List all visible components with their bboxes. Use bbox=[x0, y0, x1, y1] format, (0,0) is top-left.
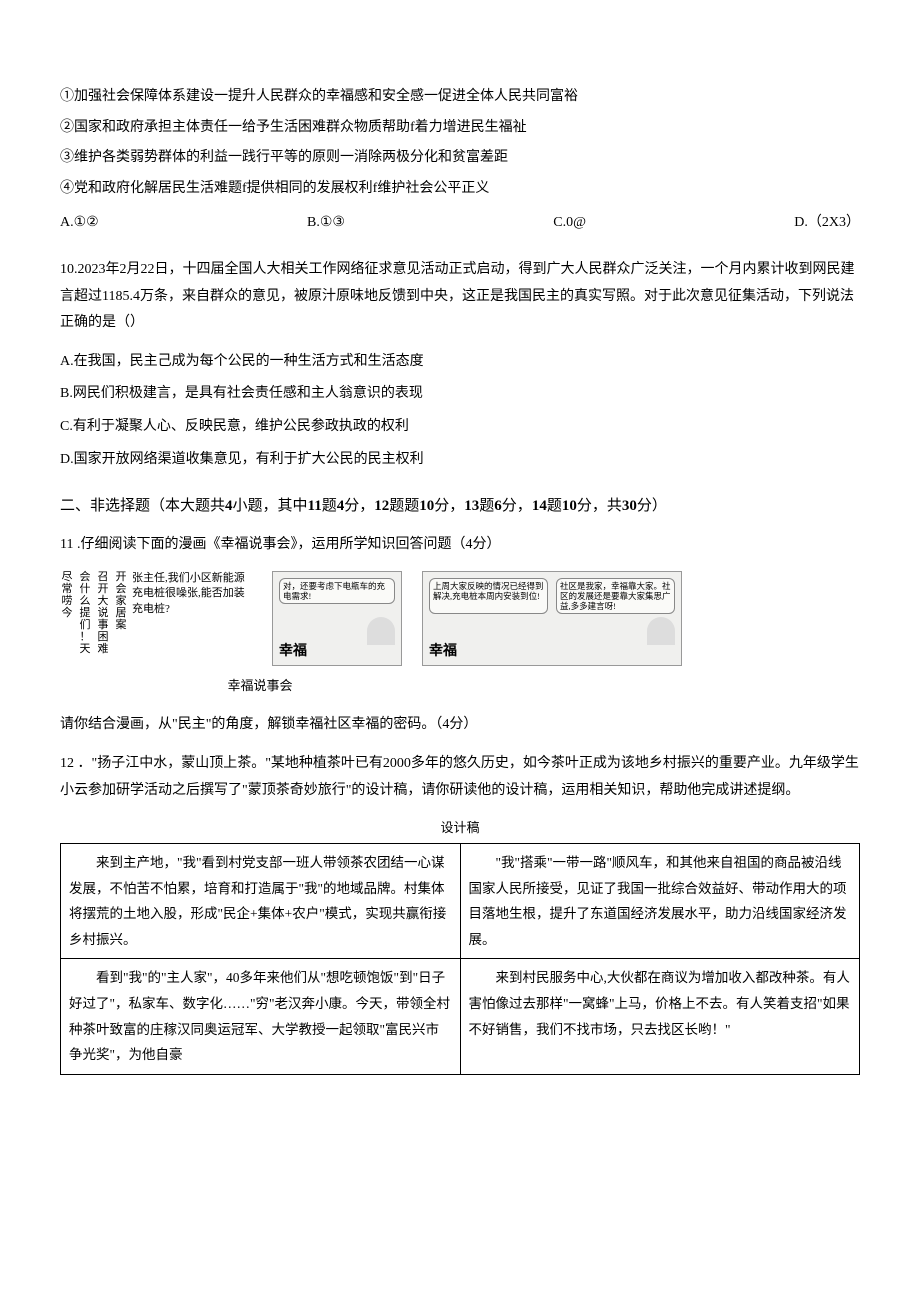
q9-stmt-2: ②国家和政府承担主体责任一给予生活困难群众物质帮助f着力增进民生福祉 bbox=[60, 115, 860, 142]
table-row: 看到"我"的"主人家"，40多年来他们从"想吃顿饱饭"到"日子好过了"，私家车、… bbox=[61, 959, 860, 1075]
vcol-3: 召开大说事困难 bbox=[96, 571, 110, 656]
q10-stem: 10.2023年2月22日，十四届全国人大相关工作网络征求意见活动正式启动，得到… bbox=[60, 257, 860, 337]
q9-stmt-4: ④党和政府化解居民生活难题f提供相同的发展权利f维护社会公平正义 bbox=[60, 176, 860, 203]
design-caption: 设计稿 bbox=[60, 816, 860, 841]
q9-stmt-3: ③维护各类弱势群体的利益一践行平等的原则一消除两极分化和贫富差距 bbox=[60, 145, 860, 172]
table-row: 来到主产地，"我"看到村党支部一班人带领茶农团结一心谋发展，不怕苦不怕累，培育和… bbox=[61, 843, 860, 959]
q11-intro: 11 .仔细阅读下面的漫画《幸福说事会》，运用所学知识回答问题（4分） bbox=[60, 532, 860, 559]
panel-label-2: 幸福 bbox=[429, 644, 457, 661]
figure-icon-2 bbox=[647, 617, 675, 645]
comic-intro-text: 张主任,我们小区新能源充电桩很噪张,能否加装充电桩? bbox=[132, 571, 252, 617]
q9-opt-d: D.（2X3） bbox=[794, 210, 860, 237]
q9-stmt-1: ①加强社会保障体系建设一提升人民群众的幸福感和安全感一促进全体人民共同富裕 bbox=[60, 84, 860, 111]
q11-comic: 尽常唠今 会什么提们！天 召开大说事困难 开会家居案 张主任,我们小区新能源充电… bbox=[60, 571, 860, 666]
q10-opt-d: D.国家开放网络渠道收集意见，有利于扩大公民的民主权利 bbox=[60, 447, 860, 474]
bubble-2: 上周大家反映的情况已经得到解决,充电桩本周内安装到位! bbox=[429, 578, 548, 615]
cell-d: 来到村民服务中心,大伙都在商议为增加收入都改种茶。有人害怕像过去那样"一窝蜂"上… bbox=[460, 959, 860, 1075]
q9-options: A.①② B.①③ C.0@ D.（2X3） bbox=[60, 210, 860, 237]
q9-opt-b: B.①③ bbox=[307, 210, 345, 237]
q10-opt-c: C.有利于凝聚人心、反映民意，维护公民参政执政的权利 bbox=[60, 414, 860, 441]
q9-opt-a: A.①② bbox=[60, 210, 99, 237]
panel-label-1: 幸福 bbox=[279, 644, 307, 661]
q12-stem: 12 ．"扬子江中水，蒙山顶上茶。"某地种植茶叶已有2000多年的悠久历史，如今… bbox=[60, 751, 860, 804]
comic-caption: 幸福说事会 bbox=[60, 674, 380, 699]
q9-opt-c: C.0@ bbox=[553, 210, 586, 237]
comic-panel-1: 对，还要考虑下电瓶车的充电需求! 幸福 bbox=[272, 571, 402, 666]
design-table: 来到主产地，"我"看到村党支部一班人带领茶农团结一心谋发展，不怕苦不怕累，培育和… bbox=[60, 843, 860, 1075]
bubble-3: 社区是我家，幸福靠大家。社区的发展还是要靠大家集思广益,多多建言呀! bbox=[556, 578, 675, 615]
vcol-1: 尽常唠今 bbox=[60, 571, 74, 619]
vcol-2: 会什么提们！天 bbox=[78, 571, 92, 656]
cell-b: "我"搭乘"一带一路"顺风车，和其他来自祖国的商品被沿线国家人民所接受，见证了我… bbox=[460, 843, 860, 959]
section-2-title: 二、非选择题（本大题共4小题，其中11题4分，12题题10分，13题6分，14题… bbox=[60, 493, 860, 520]
cell-a: 来到主产地，"我"看到村党支部一班人带领茶农团结一心谋发展，不怕苦不怕累，培育和… bbox=[61, 843, 461, 959]
q10-opt-b: B.网民们积极建言，是具有社会责任感和主人翁意识的表现 bbox=[60, 381, 860, 408]
comic-panel-2: 上周大家反映的情况已经得到解决,充电桩本周内安装到位! 社区是我家，幸福靠大家。… bbox=[422, 571, 682, 666]
q11-ask: 请你结合漫画，从"民主"的角度，解锁幸福社区幸福的密码。（4分） bbox=[60, 712, 860, 739]
cell-c: 看到"我"的"主人家"，40多年来他们从"想吃顿饱饭"到"日子好过了"，私家车、… bbox=[61, 959, 461, 1075]
figure-icon bbox=[367, 617, 395, 645]
comic-left-block: 尽常唠今 会什么提们！天 召开大说事困难 开会家居案 张主任,我们小区新能源充电… bbox=[60, 571, 252, 656]
vcol-4: 开会家居案 bbox=[114, 571, 128, 631]
q10-opt-a: A.在我国，民主己成为每个公民的一种生活方式和生活态度 bbox=[60, 349, 860, 376]
bubble-1: 对，还要考虑下电瓶车的充电需求! bbox=[279, 578, 395, 604]
